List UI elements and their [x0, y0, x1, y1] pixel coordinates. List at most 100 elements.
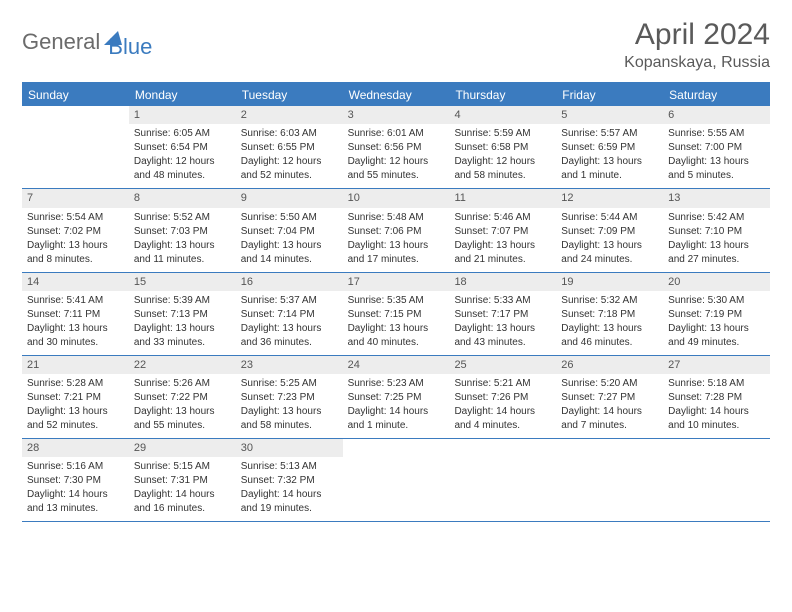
day-info-line: Sunset: 6:55 PM	[241, 141, 338, 154]
day-info-line: and 33 minutes.	[134, 336, 231, 349]
day-body: Sunrise: 5:16 AMSunset: 7:30 PMDaylight:…	[22, 457, 129, 521]
day-info-line: Sunset: 7:13 PM	[134, 308, 231, 321]
day-info-line: Daylight: 13 hours	[561, 239, 658, 252]
day-body: Sunrise: 5:42 AMSunset: 7:10 PMDaylight:…	[663, 208, 770, 272]
day-info-line: Daylight: 13 hours	[668, 239, 765, 252]
weekday-header: Sunday	[22, 84, 129, 106]
day-body: Sunrise: 6:03 AMSunset: 6:55 PMDaylight:…	[236, 124, 343, 188]
day-info-line: Sunset: 7:25 PM	[348, 391, 445, 404]
day-info-line: Sunset: 7:32 PM	[241, 474, 338, 487]
day-info-line: Sunrise: 5:44 AM	[561, 211, 658, 224]
day-info-line: Sunset: 7:31 PM	[134, 474, 231, 487]
day-info-line: and 17 minutes.	[348, 253, 445, 266]
day-body: Sunrise: 5:20 AMSunset: 7:27 PMDaylight:…	[556, 374, 663, 438]
day-body: Sunrise: 5:13 AMSunset: 7:32 PMDaylight:…	[236, 457, 343, 521]
day-info-line: Sunset: 7:30 PM	[27, 474, 124, 487]
day-info-line: Sunrise: 5:55 AM	[668, 127, 765, 140]
weeks-container: .1Sunrise: 6:05 AMSunset: 6:54 PMDayligh…	[22, 106, 770, 522]
day-cell: 25Sunrise: 5:21 AMSunset: 7:26 PMDayligh…	[449, 356, 556, 438]
calendar-grid: SundayMondayTuesdayWednesdayThursdayFrid…	[22, 82, 770, 522]
day-info-line: and 48 minutes.	[134, 169, 231, 182]
day-body: Sunrise: 5:59 AMSunset: 6:58 PMDaylight:…	[449, 124, 556, 188]
day-cell: 19Sunrise: 5:32 AMSunset: 7:18 PMDayligh…	[556, 273, 663, 355]
day-number: 18	[449, 273, 556, 291]
day-info-line: Sunrise: 5:35 AM	[348, 294, 445, 307]
day-info-line: Sunset: 7:06 PM	[348, 225, 445, 238]
day-cell: 6Sunrise: 5:55 AMSunset: 7:00 PMDaylight…	[663, 106, 770, 188]
day-body: Sunrise: 5:35 AMSunset: 7:15 PMDaylight:…	[343, 291, 450, 355]
day-info-line: Sunrise: 5:46 AM	[454, 211, 551, 224]
day-info-line: and 4 minutes.	[454, 419, 551, 432]
day-cell: 5Sunrise: 5:57 AMSunset: 6:59 PMDaylight…	[556, 106, 663, 188]
day-cell: 9Sunrise: 5:50 AMSunset: 7:04 PMDaylight…	[236, 189, 343, 271]
day-info-line: Daylight: 12 hours	[454, 155, 551, 168]
day-info-line: Daylight: 13 hours	[134, 322, 231, 335]
week-row: 28Sunrise: 5:16 AMSunset: 7:30 PMDayligh…	[22, 439, 770, 522]
day-info-line: Sunrise: 5:23 AM	[348, 377, 445, 390]
day-info-line: Daylight: 13 hours	[241, 322, 338, 335]
day-info-line: and 5 minutes.	[668, 169, 765, 182]
day-info-line: Daylight: 12 hours	[134, 155, 231, 168]
day-cell: 16Sunrise: 5:37 AMSunset: 7:14 PMDayligh…	[236, 273, 343, 355]
day-body: Sunrise: 5:57 AMSunset: 6:59 PMDaylight:…	[556, 124, 663, 188]
day-cell: 10Sunrise: 5:48 AMSunset: 7:06 PMDayligh…	[343, 189, 450, 271]
day-number: 25	[449, 356, 556, 374]
day-info-line: Daylight: 13 hours	[668, 155, 765, 168]
day-number: 27	[663, 356, 770, 374]
day-body: Sunrise: 5:26 AMSunset: 7:22 PMDaylight:…	[129, 374, 236, 438]
day-info-line: Daylight: 13 hours	[454, 322, 551, 335]
day-info-line: and 10 minutes.	[668, 419, 765, 432]
day-info-line: Sunset: 6:58 PM	[454, 141, 551, 154]
day-info-line: Sunset: 7:02 PM	[27, 225, 124, 238]
day-info-line: Sunset: 6:56 PM	[348, 141, 445, 154]
day-info-line: Daylight: 13 hours	[348, 239, 445, 252]
day-info-line: Sunset: 7:18 PM	[561, 308, 658, 321]
day-info-line: Sunset: 7:17 PM	[454, 308, 551, 321]
day-cell: 23Sunrise: 5:25 AMSunset: 7:23 PMDayligh…	[236, 356, 343, 438]
day-info-line: and 52 minutes.	[241, 169, 338, 182]
day-cell: .	[449, 439, 556, 521]
day-info-line: Sunrise: 5:20 AM	[561, 377, 658, 390]
day-info-line: Daylight: 14 hours	[134, 488, 231, 501]
day-info-line: Daylight: 14 hours	[348, 405, 445, 418]
day-body: Sunrise: 5:54 AMSunset: 7:02 PMDaylight:…	[22, 208, 129, 272]
day-number: 30	[236, 439, 343, 457]
day-info-line: and 11 minutes.	[134, 253, 231, 266]
day-number: 19	[556, 273, 663, 291]
day-info-line: Daylight: 13 hours	[27, 322, 124, 335]
day-info-line: and 27 minutes.	[668, 253, 765, 266]
day-number: 28	[22, 439, 129, 457]
day-info-line: and 55 minutes.	[134, 419, 231, 432]
day-body: Sunrise: 5:46 AMSunset: 7:07 PMDaylight:…	[449, 208, 556, 272]
week-row: 14Sunrise: 5:41 AMSunset: 7:11 PMDayligh…	[22, 273, 770, 356]
day-cell: 8Sunrise: 5:52 AMSunset: 7:03 PMDaylight…	[129, 189, 236, 271]
day-cell: 2Sunrise: 6:03 AMSunset: 6:55 PMDaylight…	[236, 106, 343, 188]
day-info-line: and 30 minutes.	[27, 336, 124, 349]
day-cell: .	[22, 106, 129, 188]
day-info-line: Sunrise: 5:54 AM	[27, 211, 124, 224]
day-info-line: Sunrise: 6:05 AM	[134, 127, 231, 140]
day-number: 10	[343, 189, 450, 207]
day-info-line: and 55 minutes.	[348, 169, 445, 182]
day-info-line: Sunrise: 5:25 AM	[241, 377, 338, 390]
day-info-line: Sunrise: 5:39 AM	[134, 294, 231, 307]
day-body: Sunrise: 5:52 AMSunset: 7:03 PMDaylight:…	[129, 208, 236, 272]
day-body: Sunrise: 5:32 AMSunset: 7:18 PMDaylight:…	[556, 291, 663, 355]
day-info-line: Daylight: 14 hours	[561, 405, 658, 418]
day-number: 7	[22, 189, 129, 207]
day-cell: 29Sunrise: 5:15 AMSunset: 7:31 PMDayligh…	[129, 439, 236, 521]
location-label: Kopanskaya, Russia	[624, 54, 770, 72]
day-cell: .	[556, 439, 663, 521]
day-body: Sunrise: 5:18 AMSunset: 7:28 PMDaylight:…	[663, 374, 770, 438]
day-info-line: and 43 minutes.	[454, 336, 551, 349]
day-body: Sunrise: 5:41 AMSunset: 7:11 PMDaylight:…	[22, 291, 129, 355]
day-info-line: Sunset: 6:59 PM	[561, 141, 658, 154]
day-info-line: and 21 minutes.	[454, 253, 551, 266]
day-body: Sunrise: 6:01 AMSunset: 6:56 PMDaylight:…	[343, 124, 450, 188]
day-cell: 4Sunrise: 5:59 AMSunset: 6:58 PMDaylight…	[449, 106, 556, 188]
day-number: 3	[343, 106, 450, 124]
day-info-line: Sunset: 7:07 PM	[454, 225, 551, 238]
day-info-line: and 36 minutes.	[241, 336, 338, 349]
day-info-line: Sunrise: 5:32 AM	[561, 294, 658, 307]
day-number: 17	[343, 273, 450, 291]
